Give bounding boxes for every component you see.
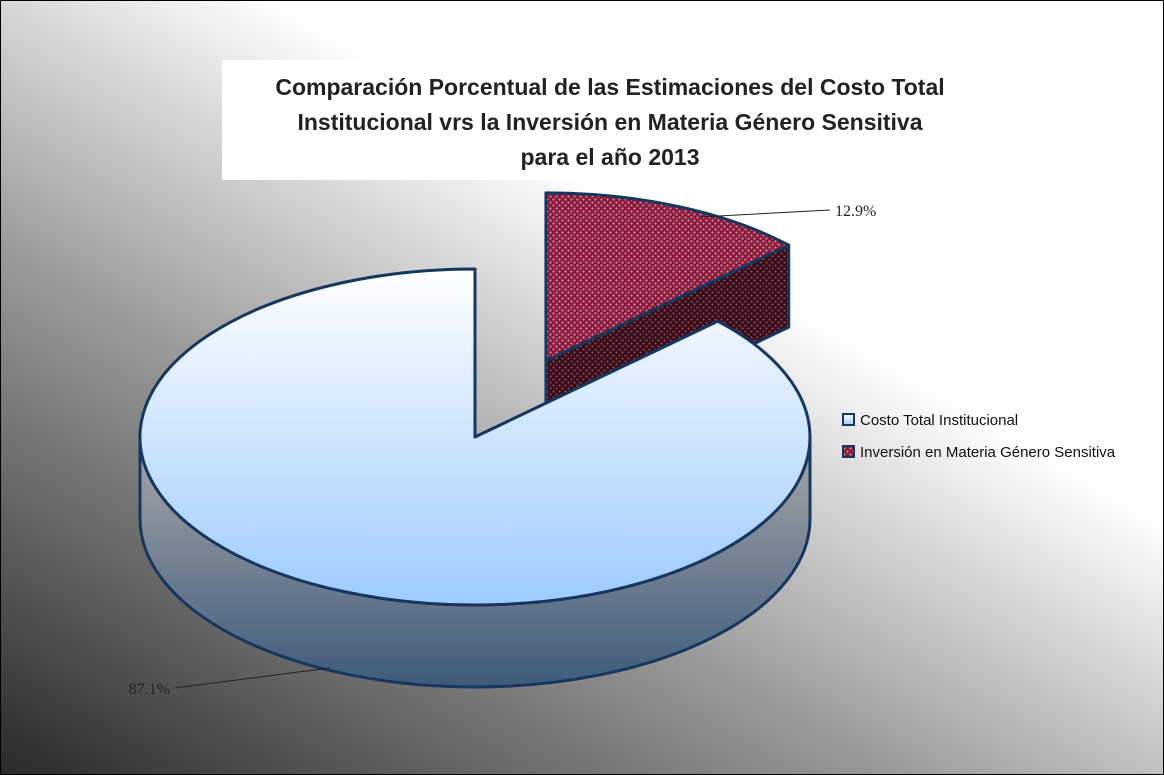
legend-label: Inversión en Materia Género Sensitiva — [860, 444, 1116, 461]
data-label: 87.1% — [129, 681, 170, 698]
chart-title: para el año 2013 — [521, 144, 700, 170]
legend-swatch — [842, 413, 855, 426]
legend-label: Costo Total Institucional — [860, 412, 1018, 429]
leader-line — [174, 667, 331, 689]
chart-title: Comparación Porcentual de las Estimacion… — [275, 74, 944, 100]
slice-top — [544, 191, 791, 363]
title-box — [222, 60, 1000, 180]
leader-line — [699, 209, 831, 218]
legend-swatch — [842, 445, 855, 458]
slice-top — [138, 267, 812, 607]
pie — [138, 191, 812, 689]
data-label: 12.9% — [835, 203, 876, 220]
chart-title: Institucional vrs la Inversión en Materi… — [297, 109, 922, 135]
